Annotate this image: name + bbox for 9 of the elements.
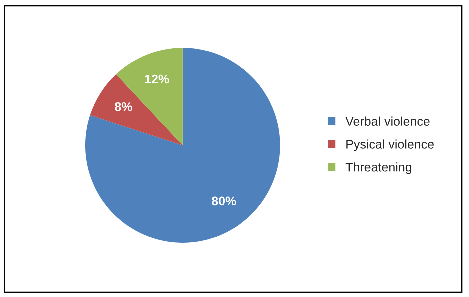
data-label: 12% <box>145 74 170 84</box>
legend-label: Verbal violence <box>346 116 430 126</box>
pie-slice <box>116 48 183 146</box>
legend-label: Threatening <box>346 162 412 174</box>
legend-label: Pysical violence <box>346 140 434 152</box>
data-label: 8% <box>115 102 132 112</box>
data-label: 80% <box>212 196 236 206</box>
pie-slice <box>90 74 183 146</box>
pie-slice <box>85 48 280 243</box>
